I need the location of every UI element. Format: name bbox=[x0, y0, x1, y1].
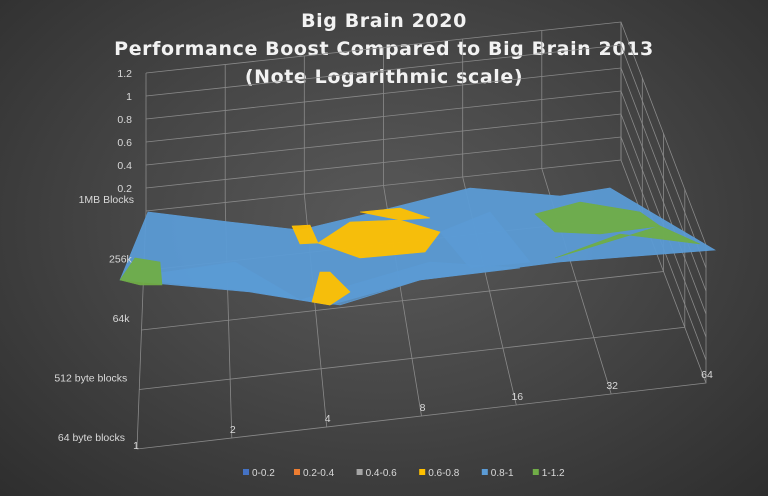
y-tick-label: 1MB Blocks bbox=[79, 194, 134, 206]
y-gridline bbox=[145, 22, 622, 212]
z-tick-label: 0.2 bbox=[117, 183, 132, 195]
legend: 0-0.2 0.2-0.4 0.4-0.6 0.6-0.8 0.8-1 1-1.2 bbox=[243, 468, 565, 479]
surface-facet-0.8-1 bbox=[439, 211, 531, 269]
y-tick-label: 512 byte blocks bbox=[54, 373, 127, 385]
x-tick-label: 4 bbox=[325, 413, 331, 425]
surface-facet-0.8-1 bbox=[299, 261, 521, 306]
y-gridline bbox=[136, 245, 707, 450]
x-tick-label: 16 bbox=[511, 391, 523, 403]
y-tick-label: 64 byte blocks bbox=[58, 432, 125, 444]
surface-facet-1-1.2 bbox=[119, 257, 163, 286]
gridlines bbox=[136, 21, 707, 450]
legend-label: 0.4-0.6 bbox=[366, 468, 398, 479]
surface-facet-0.6-0.8 bbox=[311, 271, 351, 306]
legend-label: 0.2-0.4 bbox=[303, 468, 335, 479]
x-tick-label: 1 bbox=[133, 440, 139, 452]
z-tick-label: 0.4 bbox=[117, 160, 132, 172]
legend-label: 1-1.2 bbox=[542, 468, 565, 479]
legend-swatch bbox=[481, 469, 488, 475]
surface bbox=[119, 187, 716, 306]
legend-swatch bbox=[532, 469, 539, 475]
z-tick-label: 0.8 bbox=[117, 114, 132, 126]
y-tick-label: 64k bbox=[113, 313, 131, 325]
surface-facet-0.6-0.8 bbox=[317, 219, 441, 259]
axes: 0.2 0.4 0.6 0.8 1 1.2 64 byte blocks 512 byte b… bbox=[54, 68, 713, 452]
z-tick-label: 1 bbox=[126, 91, 132, 103]
x-tick-label: 64 bbox=[701, 369, 713, 381]
surface-facet-1-1.2 bbox=[554, 225, 701, 259]
x-tick-label: 32 bbox=[606, 380, 618, 392]
y-gridline bbox=[141, 133, 664, 331]
legend-label: 0-0.2 bbox=[252, 468, 275, 479]
legend-label: 0.8-1 bbox=[491, 468, 514, 479]
legend-swatch bbox=[356, 469, 363, 475]
legend-swatch bbox=[243, 469, 249, 475]
chart-title-line-1: Big Brain 2020 bbox=[301, 10, 467, 32]
legend-label: 0.6-0.8 bbox=[428, 468, 460, 479]
z-tick-label: 0.6 bbox=[117, 137, 132, 149]
z-tick-label: 1.2 bbox=[117, 68, 132, 80]
x-tick-label: 2 bbox=[230, 424, 236, 436]
surface-facet-0.6-0.8 bbox=[359, 207, 431, 221]
legend-swatch bbox=[294, 469, 300, 475]
x-tick-label: 8 bbox=[420, 402, 426, 414]
y-tick-label: 256k bbox=[109, 254, 133, 266]
legend-swatch bbox=[419, 469, 426, 475]
